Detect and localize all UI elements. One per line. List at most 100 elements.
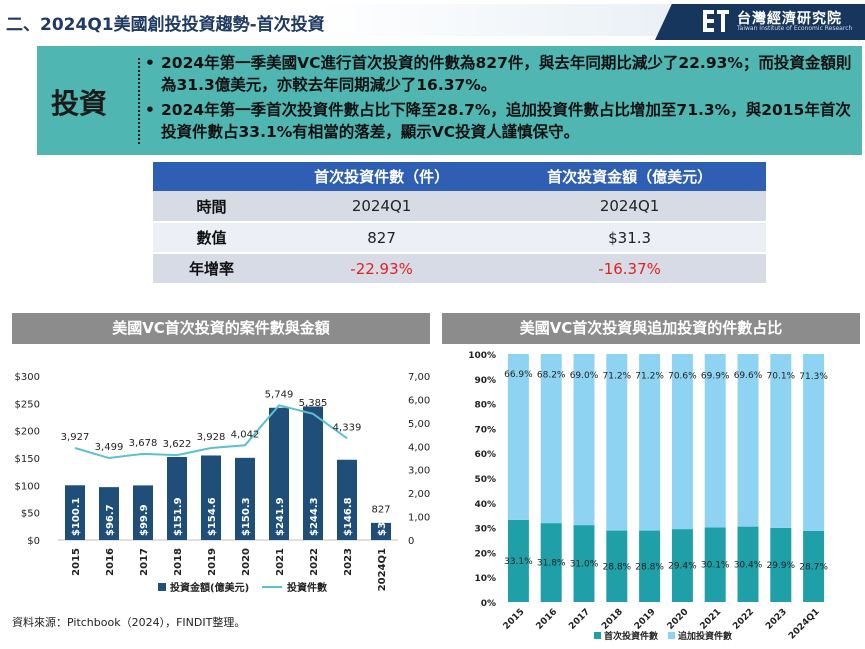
summary-divider (138, 58, 140, 144)
table-row: 數值 827 $31.3 (153, 222, 766, 254)
chart-share: 0% 10% 20% 30% 40% 50% 60% 70% 80% 90% 100% 66.9% 33… (468, 351, 828, 641)
x-tick-label: 2020 (666, 607, 691, 632)
x-tick-label: 2021 (275, 548, 286, 576)
bar-follow-on-investment (770, 354, 792, 528)
slide-title: 二、2024Q1美國創投投資趨勢-首次投資 (6, 15, 325, 35)
logo-text: 台灣經濟研究院 (737, 11, 842, 27)
y-tick-label: 20% (474, 549, 496, 559)
x-tick-label: 2023 (343, 548, 354, 576)
line-data-label: 3,622 (163, 439, 192, 450)
bar-amount (269, 407, 289, 540)
data-label-first: 31.0% (570, 560, 599, 570)
y-left-tick-label: $200 (15, 427, 40, 438)
y-right-tick-label: 5,000 (408, 419, 430, 430)
investment-table: 首次投資件數（件） 首次投資金額（億美元） 時間 2024Q1 2024Q1 數… (153, 162, 766, 285)
x-tick-label: 2018 (600, 607, 625, 632)
y-left-tick-label: $250 (15, 399, 40, 410)
bar-first-investment (606, 530, 628, 602)
bar-first-investment (704, 527, 726, 602)
bar-data-label: $241.9 (275, 497, 286, 536)
bar-amount (99, 487, 119, 540)
data-label-first: 28.8% (603, 562, 632, 572)
slide-header: 二、2024Q1美國創投投資趨勢-首次投資 台灣經濟研究院 Taiwan Ins… (0, 0, 865, 40)
bar-first-investment (770, 527, 792, 602)
data-label-follow-on: 68.2% (537, 371, 566, 381)
y-tick-label: 60% (474, 450, 496, 460)
bar-amount (65, 485, 85, 540)
line-data-label: 4,042 (231, 429, 260, 440)
source-note: 資料來源：Pitchbook（2024），FINDIT整理。 (12, 616, 246, 629)
line-data-label: 3,928 (197, 432, 226, 443)
summary-box: 投資 2024年第一季美國VC進行首次投資的件數為827件，與去年同期比減少了2… (37, 46, 862, 155)
count-cell: -22.93% (270, 253, 494, 285)
line-data-label: 3,499 (95, 442, 124, 453)
count-cell: 827 (270, 222, 494, 254)
row-label: 數值 (153, 222, 270, 254)
bar-amount (201, 455, 221, 540)
legend-swatch-first (594, 632, 601, 639)
y-right-tick-label: 2,000 (408, 489, 430, 500)
legend-label-count: 投資件數 (287, 581, 327, 594)
y-left-tick-label: $50 (21, 509, 40, 520)
x-tick-label: 2018 (173, 548, 184, 576)
data-label-follow-on: 71.2% (635, 372, 664, 382)
bar-data-label: $151.9 (173, 497, 184, 536)
x-tick-label: 2015 (71, 548, 82, 576)
legend-label-amount: 投資金額(億美元) (170, 581, 249, 594)
data-label-first: 29.4% (668, 562, 697, 572)
bar-amount (133, 485, 153, 540)
y-tick-label: 30% (474, 525, 496, 535)
row-label: 年增率 (153, 253, 270, 285)
bar-data-label: $150.3 (241, 497, 252, 536)
logo-subtext: Taiwan Institute of Economic Research (737, 25, 853, 32)
bar-amount (235, 457, 255, 540)
y-tick-label: 0% (481, 599, 496, 609)
summary-label: 投資 (51, 87, 108, 120)
bar-first-investment (671, 529, 693, 602)
bar-follow-on-investment (704, 354, 726, 528)
summary-bullet: 2024年第一季首次投資件數占比下降至28.7%，追加投資件數占比增加至71.3… (145, 99, 860, 143)
bar-follow-on-investment (573, 354, 595, 526)
y-tick-label: 90% (474, 376, 496, 386)
bar-amount (303, 406, 323, 540)
bar-follow-on-investment (671, 354, 693, 530)
y-tick-label: 40% (474, 500, 496, 510)
bar-data-label: $146.8 (343, 497, 354, 536)
line-data-label: 827 (371, 505, 390, 516)
x-tick-label: 2017 (567, 607, 592, 632)
bar-data-label: $244.3 (309, 497, 320, 536)
bar-data-label: $31.3 (377, 504, 388, 536)
y-right-tick-label: 4,000 (408, 442, 430, 453)
amount-cell: $31.3 (493, 222, 766, 254)
data-label-first: 33.1% (504, 557, 533, 567)
bar-data-label: $99.9 (139, 504, 150, 536)
row-label: 時間 (153, 191, 270, 223)
y-right-tick-label: 6,000 (408, 395, 430, 406)
data-label-first: 30.1% (701, 561, 730, 571)
x-tick-label: 2019 (633, 607, 658, 632)
x-tick-label: 2023 (764, 607, 789, 632)
y-tick-label: 100% (468, 351, 496, 361)
bar-follow-on-investment (737, 354, 759, 527)
amount-cell: 2024Q1 (493, 191, 766, 223)
bar-amount (337, 459, 357, 540)
x-tick-label: 2019 (207, 548, 218, 576)
data-label-follow-on: 71.2% (603, 372, 632, 382)
data-label-follow-on: 66.9% (504, 370, 533, 380)
bar-first-investment (540, 523, 562, 602)
bar-data-label: $154.6 (207, 497, 218, 536)
amount-cell: -16.37% (493, 253, 766, 285)
y-right-tick-label: 1,000 (408, 513, 430, 524)
x-tick-label: 2021 (699, 607, 724, 632)
table-header-cell (153, 162, 270, 191)
line-data-label: 4,339 (333, 422, 362, 433)
y-left-tick-label: $150 (15, 454, 40, 465)
line-data-label: 5,385 (299, 398, 328, 409)
data-label-follow-on: 71.3% (799, 372, 828, 382)
y-tick-label: 50% (474, 475, 496, 485)
table-header-cell: 首次投資件數（件） (270, 162, 494, 191)
x-tick-label: 2024Q1 (787, 607, 822, 641)
y-right-tick-label: 3,000 (408, 466, 430, 477)
bar-first-investment (573, 525, 595, 602)
y-left-tick-label: $300 (15, 372, 40, 383)
